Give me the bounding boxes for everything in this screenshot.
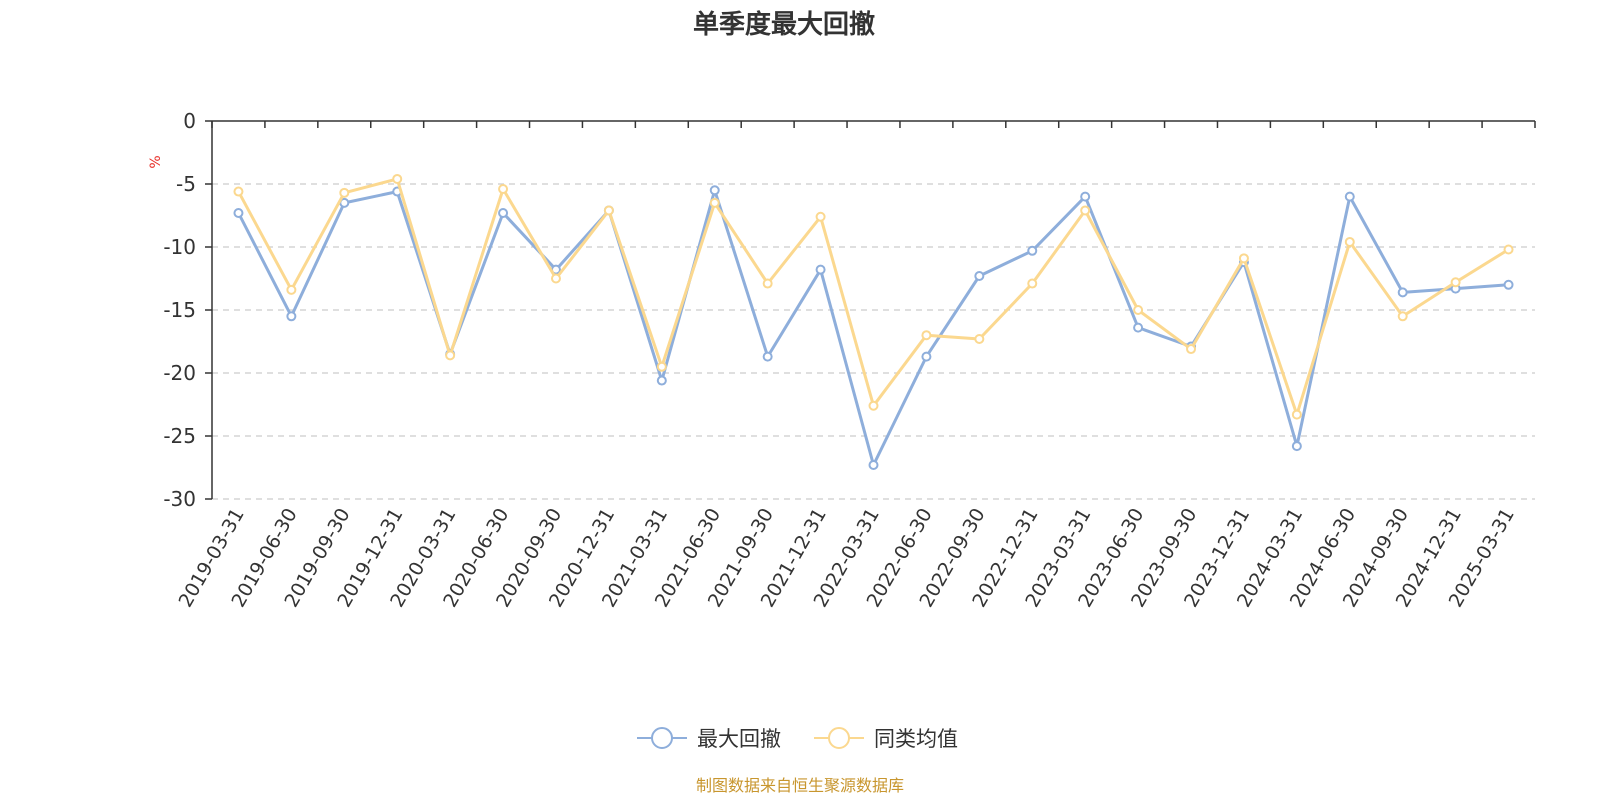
- data-point-1-14: [974, 333, 985, 344]
- y-tick-label-1: -5: [176, 172, 196, 196]
- data-point-0-9: [709, 185, 720, 196]
- data-point-1-10: [762, 278, 773, 289]
- data-point-1-18: [1186, 344, 1197, 355]
- data-point-1-6: [550, 273, 561, 284]
- data-point-1-4: [445, 350, 456, 361]
- legend-item-1: 同类均值: [814, 727, 958, 751]
- data-point-1-2: [339, 187, 350, 198]
- legend: 最大回撤 同类均值: [637, 727, 958, 751]
- data-point-0-21: [1344, 191, 1355, 202]
- data-point-0-16: [1080, 191, 1091, 202]
- data-point-1-3: [392, 173, 403, 184]
- series-line-1: [237, 177, 1510, 417]
- y-tick-label-0: 0: [183, 109, 196, 133]
- data-point-0-20: [1291, 441, 1302, 452]
- legend-label-0: 最大回撤: [697, 727, 781, 751]
- data-point-1-15: [1027, 278, 1038, 289]
- y-axis-unit: %: [148, 155, 164, 168]
- data-point-1-20: [1291, 409, 1302, 420]
- source-note: 制图数据来自恒生聚源数据库: [696, 776, 904, 795]
- data-point-1-22: [1397, 311, 1408, 322]
- y-tick-labels: 0 -5 -10 -15 -20 -25 -30: [163, 109, 196, 511]
- legend-marker-0: [651, 727, 673, 749]
- data-point-0-13: [921, 351, 932, 362]
- data-point-0-10: [762, 351, 773, 362]
- data-point-0-14: [974, 270, 985, 281]
- data-point-1-5: [498, 184, 509, 195]
- data-point-0-8: [656, 375, 667, 386]
- data-point-0-17: [1133, 322, 1144, 333]
- series-lines: [233, 173, 1514, 470]
- data-point-0-22: [1397, 287, 1408, 298]
- data-point-1-11: [815, 211, 826, 222]
- data-point-1-13: [921, 330, 932, 341]
- y-tick-label-3: -15: [163, 298, 196, 322]
- data-point-1-24: [1503, 244, 1514, 255]
- data-point-0-11: [815, 264, 826, 275]
- data-point-1-7: [603, 205, 614, 216]
- data-point-1-1: [286, 284, 297, 295]
- data-point-0-1: [286, 311, 297, 322]
- series-0: [233, 185, 1514, 470]
- data-point-0-15: [1027, 245, 1038, 256]
- data-point-1-16: [1080, 205, 1091, 216]
- legend-marker-1: [828, 727, 850, 749]
- data-point-1-0: [233, 186, 244, 197]
- data-point-1-17: [1133, 305, 1144, 315]
- data-point-0-0: [233, 207, 244, 218]
- y-tick-label-6: -30: [163, 487, 196, 511]
- data-point-1-8: [656, 361, 667, 372]
- data-point-1-9: [709, 197, 720, 208]
- y-tick-label-5: -25: [163, 424, 196, 448]
- legend-item-0: 最大回撤: [637, 727, 781, 751]
- y-tick-label-4: -20: [163, 361, 196, 385]
- data-point-1-19: [1238, 253, 1249, 264]
- series-1: [233, 173, 1514, 420]
- data-point-0-12: [868, 459, 879, 470]
- legend-label-1: 同类均值: [874, 727, 958, 751]
- data-point-1-23: [1450, 277, 1461, 288]
- data-point-0-5: [498, 207, 509, 218]
- series-line-0: [237, 188, 1509, 467]
- x-tick-labels: 2019-03-312019-06-302019-09-302019-12-31…: [175, 504, 1519, 611]
- data-point-1-12: [868, 400, 879, 411]
- data-point-1-21: [1344, 236, 1355, 247]
- chart-title: 单季度最大回撤: [693, 9, 875, 40]
- axes: [205, 120, 1536, 500]
- y-tick-label-2: -10: [163, 235, 196, 259]
- data-point-0-24: [1503, 279, 1514, 290]
- grid-lines: [212, 183, 1535, 500]
